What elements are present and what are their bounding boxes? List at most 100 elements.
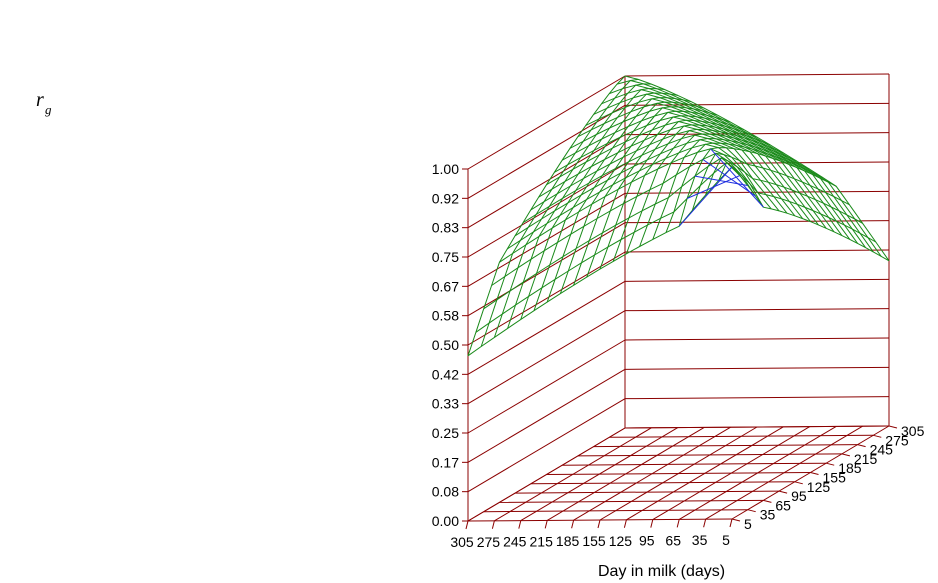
surface-mesh-line: [586, 115, 744, 278]
x-tick-label: 305: [450, 534, 474, 550]
y-tick-mark: [731, 518, 741, 522]
floor-grid-line: [562, 462, 827, 466]
y-tick-mark: [794, 481, 803, 485]
z-tick-label: 0.83: [432, 220, 459, 236]
y-tick-label: 245: [870, 442, 894, 458]
axis-title: Day in milk (days): [598, 563, 725, 580]
wall-grid-line: [624, 366, 890, 370]
wall-grid-line: [624, 425, 890, 429]
z-tick-label: 0.67: [432, 278, 459, 294]
z-tick-label: 0.17: [432, 454, 459, 470]
surface-mesh-line: [522, 134, 788, 224]
surface-mesh-line: [514, 139, 780, 237]
wall-grid-line: [624, 102, 890, 106]
surface-mesh-line: [483, 157, 749, 310]
surface-mesh-line: [569, 107, 835, 233]
x-tick-mark: [676, 519, 680, 528]
floor-grid-line: [546, 472, 811, 475]
x-tick-label: 95: [639, 533, 655, 549]
y-tick-label: 155: [823, 470, 847, 486]
x-tick-label: 185: [556, 533, 580, 549]
y-tick-label: 185: [838, 460, 862, 476]
x-tick-mark: [465, 520, 469, 530]
x-tick-label: 65: [665, 532, 681, 548]
wall-grid-line: [624, 249, 890, 253]
y-tick-mark: [873, 434, 882, 438]
x-tick-label: 125: [609, 533, 633, 549]
surface-mesh-line: [593, 93, 859, 244]
y-tick-label: 5: [744, 516, 752, 532]
wall-grid-line: [467, 75, 626, 170]
surface-mesh-line: [530, 130, 796, 217]
surface-mesh-line: [577, 102, 843, 236]
z-tick-label: 0.50: [432, 337, 459, 353]
wall-grid-line: [467, 104, 626, 199]
surface-mesh-line: [609, 84, 874, 253]
x-tick-label: 275: [477, 534, 501, 550]
z-tick-label: 0.08: [432, 484, 459, 500]
surface-underside-line: [710, 148, 764, 208]
floor-grid-line: [593, 444, 858, 448]
wall-grid-line: [467, 427, 626, 522]
floor-grid-line: [494, 427, 652, 522]
x-tick-mark: [571, 520, 575, 529]
wall-grid-line: [467, 398, 626, 493]
wall-grid-line: [624, 220, 890, 224]
z-tick-label: 0.75: [432, 249, 459, 265]
wall-grid-line: [467, 280, 626, 375]
y-tick-mark: [857, 444, 866, 448]
y-tick-label: 125: [807, 479, 831, 495]
y-tick-mark: [888, 425, 898, 429]
z-tick-label: 0.58: [432, 308, 459, 324]
z-axis-label-subscript: g: [45, 102, 52, 117]
y-tick-mark: [778, 490, 788, 494]
chart-grid: [462, 73, 898, 530]
wall-grid-line: [467, 368, 626, 463]
x-tick-label: 35: [692, 532, 708, 548]
wall-grid-line: [624, 161, 890, 165]
floor-grid-line: [520, 427, 679, 522]
x-tick-mark: [703, 519, 707, 528]
y-tick-label: 275: [885, 432, 909, 448]
z-tick-label: 0.00: [432, 513, 459, 529]
y-tick-label: 35: [760, 507, 776, 523]
x-tick-mark: [518, 520, 522, 529]
surface-underside-line: [702, 158, 756, 197]
x-tick-mark: [544, 520, 548, 529]
wall-grid-line: [624, 337, 890, 341]
wall-grid-line: [624, 308, 890, 312]
y-tick-label: 65: [775, 497, 791, 513]
surface-mesh-line: [475, 161, 741, 333]
wall-grid-line: [624, 73, 890, 77]
z-tick-label: 0.25: [432, 425, 459, 441]
wall-grid-line: [467, 251, 626, 346]
surface-mesh: [467, 75, 890, 357]
wall-grid-line: [467, 310, 626, 405]
z-tick-label: 1.00: [432, 161, 459, 177]
y-tick-mark: [763, 499, 772, 503]
surface-underside-line: [678, 166, 733, 227]
floor-grid-line: [546, 426, 705, 521]
x-tick-label: 245: [503, 534, 527, 550]
y-tick-label: 95: [791, 488, 807, 504]
y-tick-mark: [810, 472, 819, 475]
tick-labels: 0.00 0.08 0.17 0.25 0.33 0.42 0.50 0.58 0.67 0.75…: [432, 161, 925, 550]
wall-grid-line: [624, 278, 890, 282]
x-tick-mark: [623, 519, 627, 528]
wall-grid-line: [467, 339, 626, 434]
z-tick-label: 0.33: [432, 396, 459, 412]
floor-grid-line: [609, 434, 874, 438]
surface-mesh-line: [499, 148, 764, 263]
y-tick-label: 215: [854, 451, 878, 467]
surface-mesh-line: [585, 98, 851, 240]
z-tick-label: 0.92: [432, 190, 459, 206]
surface-mesh-line: [601, 89, 866, 248]
wall-grid-line: [467, 192, 626, 287]
y-tick-label: 305: [901, 423, 925, 439]
floor-grid-line: [573, 426, 731, 521]
x-tick-label: 155: [582, 533, 606, 549]
x-tick-mark: [729, 518, 733, 528]
wall-grid-line: [467, 134, 626, 229]
x-tick-mark: [491, 520, 495, 529]
